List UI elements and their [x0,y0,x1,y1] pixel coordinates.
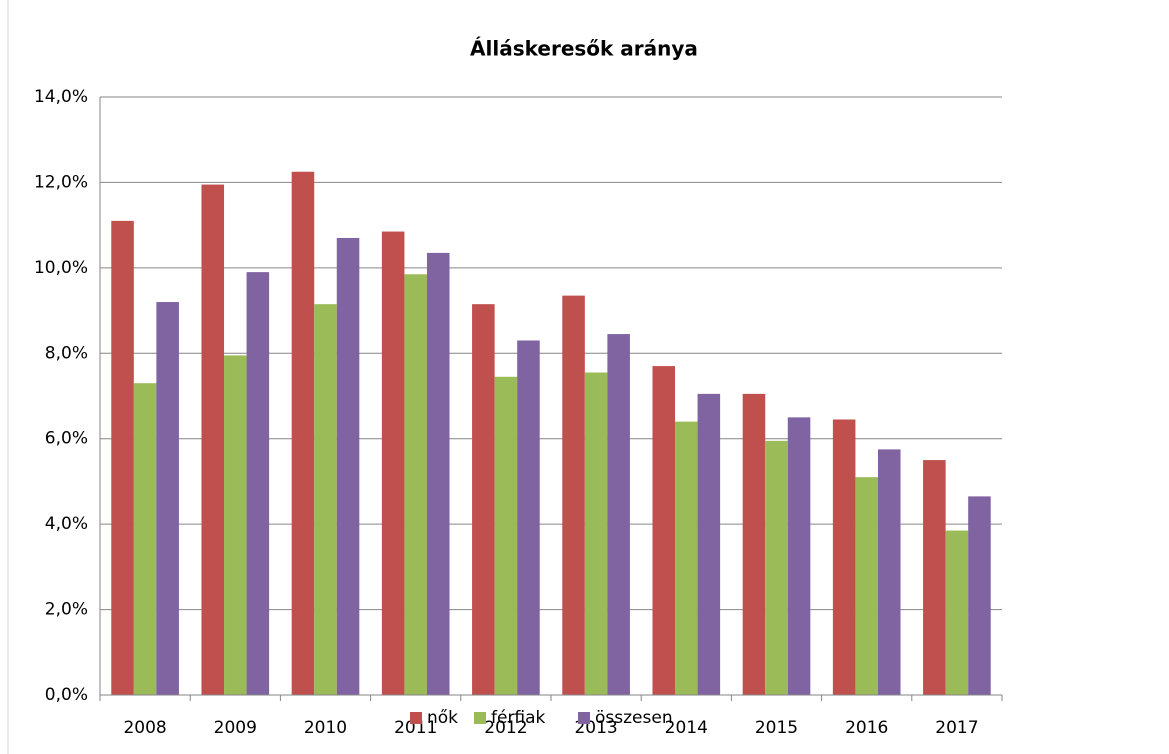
bar [584,372,608,695]
bar [201,184,225,696]
x-tick-label: 2016 [845,718,888,738]
bar [675,421,698,695]
bar [877,449,901,695]
bar [111,220,134,695]
y-tick-label: 2,0% [45,600,88,620]
legend-swatch [410,712,422,724]
bar [945,530,969,695]
bar [607,334,630,695]
bar [742,393,766,695]
legend-label: összesen [595,708,673,728]
y-tick-label: 12,0% [34,172,88,192]
bar [652,366,676,695]
x-tick-label: 2014 [665,718,708,738]
bar [336,237,360,695]
legend-swatch [474,712,486,724]
bar [426,252,450,695]
bar [404,274,427,695]
bar [381,231,405,696]
x-tick-label: 2009 [214,718,257,738]
chart-title: Álláskeresők aránya [470,37,698,61]
bar [562,295,585,695]
legend-label: nők [427,708,458,728]
x-tick-label: 2012 [484,718,527,738]
bar [855,477,878,695]
x-tick-label: 2010 [304,718,347,738]
bar [291,171,315,695]
legend-label: férfiak [491,708,546,728]
legend-swatch [578,712,590,724]
bar [246,272,270,695]
bar [494,376,518,695]
bar [156,302,179,695]
y-tick-label: 8,0% [45,343,88,363]
bar [765,440,788,695]
y-tick-label: 10,0% [34,258,88,278]
x-tick-label: 2011 [394,718,437,738]
y-tick-label: 6,0% [45,429,88,449]
bar [697,393,721,695]
x-tick-label: 2015 [755,718,798,738]
bar [224,355,247,695]
y-tick-label: 0,0% [45,685,88,705]
y-tick-label: 14,0% [34,87,88,107]
x-tick-label: 2017 [935,718,978,738]
bar [133,383,157,695]
bar [968,496,991,695]
bar [517,340,540,695]
bar [472,304,495,695]
y-tick-label: 4,0% [45,514,88,534]
bar [832,419,856,695]
bar [787,417,811,695]
x-tick-label: 2008 [123,718,166,738]
bar [923,460,946,695]
bar [314,304,337,695]
